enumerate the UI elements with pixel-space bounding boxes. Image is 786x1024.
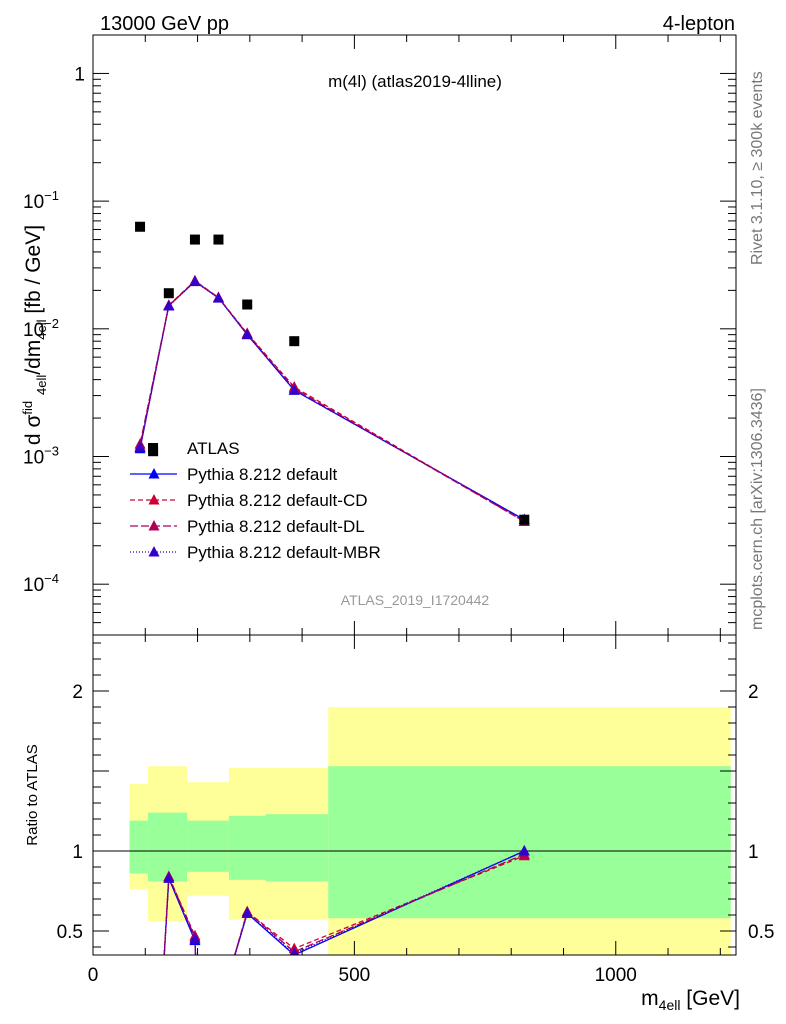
series-point	[163, 299, 175, 311]
series-line	[139, 279, 525, 523]
xlabel-main: m	[641, 987, 659, 1010]
legend-marker	[148, 546, 160, 557]
ratio-y-tick-label-right: 0.5	[748, 922, 774, 943]
ratio-frame	[92, 634, 737, 956]
band-inner	[147, 812, 188, 882]
data-point	[289, 336, 300, 347]
x-tick-label: 500	[339, 965, 371, 986]
ylabel-part-3: /dm	[22, 340, 45, 375]
series-point	[212, 292, 224, 303]
data-point	[519, 514, 530, 525]
ylabel-part-4: 4ell	[34, 319, 49, 339]
xlabel-sub: 4ell	[659, 997, 681, 1013]
band-inner	[228, 815, 266, 880]
ratio-series-line	[163, 853, 525, 955]
data-point	[189, 234, 200, 245]
ratio-series-point	[241, 907, 253, 918]
legend-label: Pythia 8.212 default-MBR	[187, 543, 381, 562]
legend-label: Pythia 8.212 default-CD	[187, 491, 368, 510]
ylabel-part-0: d σ	[22, 415, 45, 446]
legend-label: Pythia 8.212 default	[187, 465, 338, 484]
ratio-y-tick-label: 0.5	[57, 922, 83, 943]
ratio-y-tick-label-right: 2	[748, 682, 759, 703]
y-tick-label: 10−1	[23, 188, 59, 213]
data-point	[135, 221, 146, 232]
y-tick-label: 1	[74, 64, 85, 85]
series-line	[139, 280, 525, 523]
y-tick-label: 10−4	[23, 571, 59, 596]
ratio-panel	[92, 634, 737, 956]
ratio-series-point	[518, 845, 530, 856]
x-tick-label: 0	[88, 965, 99, 986]
band-inner	[328, 766, 731, 919]
axis-ticks: 0 500 1000 1 10−1 10−2 10−3 10−4 0.5 0.5 1 1 2 2	[23, 34, 774, 986]
x-tick-label: 1000	[595, 965, 637, 986]
x-axis-label: m4ell [GeV]	[641, 987, 740, 1013]
series-point	[189, 275, 201, 287]
analysis-watermark: ATLAS_2019_I1720442	[341, 592, 490, 608]
data-point	[163, 288, 174, 299]
ratio-series-point	[189, 933, 201, 944]
ylabel-part-1: fid	[20, 401, 35, 415]
chart-title: m(4l) (atlas2019-4lline)	[328, 72, 502, 91]
series-point	[288, 384, 300, 395]
header-left: 13000 GeV pp	[100, 13, 229, 35]
y-tick-label: 10−3	[23, 444, 59, 469]
band-inner	[129, 820, 148, 874]
header-right: 4-lepton	[663, 13, 735, 35]
ratio-ylabel: Ratio to ATLAS	[24, 744, 41, 845]
ylabel-part-2: 4ell	[34, 375, 49, 395]
series-point	[241, 328, 253, 340]
legend-marker	[148, 494, 160, 505]
ratio-series-point	[290, 947, 299, 955]
legend-label-data: ATLAS	[187, 439, 240, 458]
main-ylabel: d σfid 4ell/dm4ell [fb / GeV]	[20, 225, 49, 445]
svg-text:d σfid 4ell/dm4ell [fb / GeV]: d σfid 4ell/dm4ell [fb / GeV]	[20, 225, 49, 445]
ratio-series-line	[163, 850, 525, 955]
ratio-y-tick-label-right: 1	[748, 842, 759, 863]
data-point	[213, 234, 224, 245]
ratio-y-tick-label: 2	[72, 682, 83, 703]
series-point	[134, 441, 146, 452]
legend: ATLAS Pythia 8.212 default Pythia 8.212 de…	[130, 439, 381, 562]
ylabel-part-5: [fb / GeV]	[22, 225, 45, 320]
legend-marker-data	[148, 443, 158, 453]
band-inner	[265, 814, 329, 882]
ratio-y-tick-label: 1	[72, 842, 83, 863]
rivet-label: Rivet 3.1.10, ≥ 300k events	[749, 71, 766, 265]
ratio-series-point	[163, 872, 175, 883]
legend-marker	[148, 520, 160, 531]
xlabel-unit: [GeV]	[680, 987, 740, 1010]
y-tick-label: 10−2	[23, 316, 59, 341]
data-point	[242, 299, 253, 310]
mcplots-label: mcplots.cern.ch [arXiv:1306.3436]	[749, 388, 766, 630]
band-inner	[187, 820, 229, 872]
legend-marker	[148, 468, 160, 479]
legend-label: Pythia 8.212 default-DL	[187, 517, 365, 536]
